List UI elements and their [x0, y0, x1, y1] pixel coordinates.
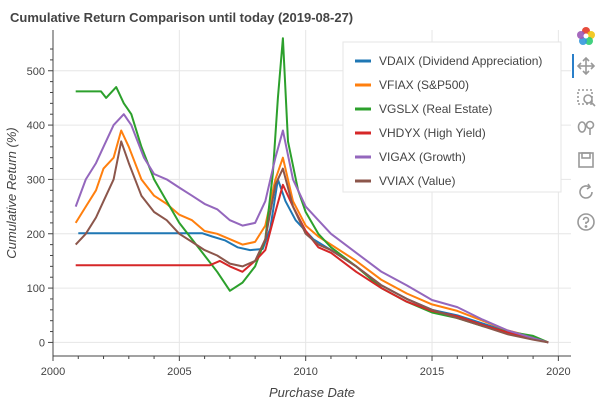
legend-entry-label: VGSLX (Real Estate) [379, 102, 492, 116]
reset-icon[interactable] [576, 182, 596, 202]
legend-entry-label: VVIAX (Value) [379, 174, 455, 188]
y-tick-label: 400 [27, 120, 45, 132]
series-line-vfiax [74, 129, 549, 344]
axes: 0 100 200 300 400 500 2000 2005 2010 2015 2020 [27, 30, 571, 378]
legend-entry-label: VIGAX (Growth) [379, 150, 466, 164]
x-axis-title: Purchase Date [269, 385, 355, 400]
y-tick-label: 100 [27, 283, 45, 295]
legend: VDAIX (Dividend Appreciation) VFIAX (S&P5… [342, 41, 562, 193]
x-tick-label: 2020 [546, 366, 570, 378]
x-tick-label: 2000 [41, 366, 65, 378]
y-tick-label: 500 [27, 66, 45, 78]
save-icon[interactable] [576, 150, 596, 170]
help-icon[interactable] [576, 212, 596, 232]
y-axis-title: Cumulative Return (%) [4, 127, 19, 259]
chart-title: Cumulative Return Comparison until today… [10, 10, 353, 25]
legend-entry-label: VDAIX (Dividend Appreciation) [379, 54, 542, 68]
series-line-vviax [74, 140, 549, 344]
y-tick-label: 200 [27, 229, 45, 241]
bokeh-logo-icon[interactable] [576, 26, 596, 46]
pan-icon[interactable] [576, 56, 596, 76]
legend-entry-label: VHDYX (High Yield) [379, 126, 486, 140]
series-lines [74, 37, 549, 344]
x-tick-label: 2015 [420, 366, 444, 378]
legend-box [342, 41, 562, 193]
legend-entry-label: VFIAX (S&P500) [379, 78, 469, 92]
y-tick-label: 300 [27, 174, 45, 186]
x-tick-label: 2010 [293, 366, 317, 378]
y-tick-label: 0 [39, 337, 45, 349]
x-tick-label: 2005 [167, 366, 191, 378]
wheel-zoom-icon[interactable] [576, 118, 596, 138]
series-line-vigax [74, 113, 549, 344]
active-tool-indicator [572, 54, 574, 78]
box-zoom-icon[interactable] [576, 88, 596, 108]
